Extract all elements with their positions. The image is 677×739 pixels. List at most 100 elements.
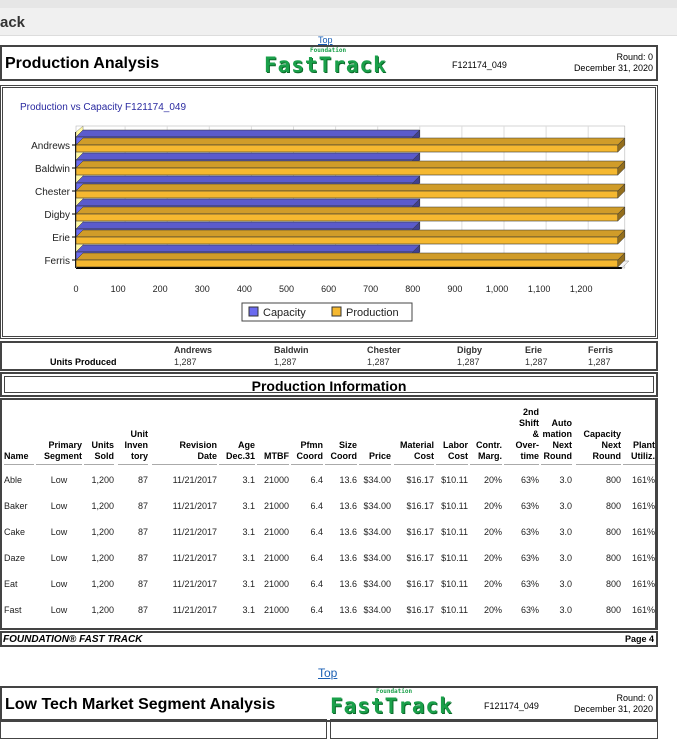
bar-top bbox=[75, 206, 626, 215]
product-name: Able bbox=[4, 475, 23, 485]
table-cell: 3.1 bbox=[242, 605, 255, 615]
round-info: Round: 0 December 31, 2020 bbox=[573, 693, 653, 714]
y-category-label: Digby bbox=[44, 210, 70, 221]
table-cell: 161% bbox=[631, 605, 655, 615]
table-cell: 87 bbox=[137, 475, 148, 485]
column-header: Revision Date bbox=[179, 440, 217, 461]
bar-production bbox=[75, 259, 619, 268]
chart-title: Production vs Capacity F121174_049 bbox=[20, 102, 187, 113]
table-cell: 11/21/2017 bbox=[172, 553, 217, 563]
table-cell: 6.4 bbox=[310, 475, 323, 485]
header-divider bbox=[359, 464, 391, 465]
table-cell: 13.6 bbox=[339, 527, 357, 537]
bar-side bbox=[617, 206, 626, 222]
header-divider bbox=[219, 464, 255, 465]
column-header: Material Cost bbox=[399, 440, 434, 461]
team-units-value: 1,287 bbox=[588, 357, 611, 367]
column-header: Name bbox=[4, 451, 29, 461]
table-cell: 20% bbox=[483, 527, 502, 537]
x-tick-label: 800 bbox=[405, 284, 420, 294]
table-cell: 11/21/2017 bbox=[172, 527, 217, 537]
table-cell: 20% bbox=[483, 579, 502, 589]
legend-label: Production bbox=[346, 307, 399, 319]
table-cell: 21000 bbox=[263, 475, 289, 485]
table-cell: 3.0 bbox=[559, 553, 572, 563]
tab-title: ack bbox=[0, 14, 26, 31]
team-name: Andrews bbox=[174, 345, 213, 355]
bar-side bbox=[617, 137, 626, 153]
product-name: Cake bbox=[4, 527, 26, 537]
table-cell: 13.6 bbox=[339, 579, 357, 589]
team-units-value: 1,287 bbox=[457, 357, 480, 367]
table-cell: 161% bbox=[631, 579, 655, 589]
section-title: Production Information bbox=[4, 376, 654, 394]
header-divider bbox=[4, 464, 34, 465]
table-cell: 800 bbox=[605, 605, 621, 615]
header-divider bbox=[541, 464, 572, 465]
x-tick-label: 400 bbox=[237, 284, 252, 294]
table-cell: $16.17 bbox=[406, 605, 434, 615]
table-cell: 6.4 bbox=[310, 579, 323, 589]
table-cell: 3.1 bbox=[242, 501, 255, 511]
header-divider bbox=[325, 464, 357, 465]
table-cell: Low bbox=[50, 527, 68, 537]
production-info-table: Name Primary Segment Units Sold Unit Inven tory… bbox=[0, 398, 658, 630]
column-header: Primary Segment bbox=[43, 440, 82, 461]
table-cell: Low bbox=[50, 475, 68, 485]
bar-top bbox=[75, 175, 421, 184]
table-cell: 1,200 bbox=[91, 553, 114, 563]
table-cell: 11/21/2017 bbox=[172, 501, 217, 511]
header-divider bbox=[623, 464, 655, 465]
table-cell: $10.11 bbox=[441, 579, 468, 589]
table-cell: 161% bbox=[631, 475, 655, 485]
bar-top bbox=[75, 221, 421, 230]
table-cell: 3.1 bbox=[242, 527, 255, 537]
table-cell: $34.00 bbox=[363, 527, 391, 537]
table-cell: 63% bbox=[520, 527, 539, 537]
top-link[interactable]: Top bbox=[318, 666, 338, 680]
x-tick-label: 1,100 bbox=[528, 284, 551, 294]
header-divider bbox=[394, 464, 434, 465]
units-produced-label: Units Produced bbox=[50, 357, 117, 367]
x-tick-label: 200 bbox=[153, 284, 168, 294]
bar-side bbox=[617, 229, 626, 245]
table-cell: 63% bbox=[520, 553, 539, 563]
header-divider bbox=[257, 464, 289, 465]
bar-production bbox=[75, 236, 619, 245]
y-category-label: Baldwin bbox=[35, 164, 70, 175]
bar-top bbox=[75, 183, 626, 192]
bar-side bbox=[617, 183, 626, 199]
header-divider bbox=[84, 464, 114, 465]
bar-side bbox=[617, 252, 626, 268]
production-info-title-panel: Production Information bbox=[0, 372, 658, 397]
header-divider bbox=[118, 464, 148, 465]
bar-top bbox=[75, 244, 421, 253]
x-tick-label: 300 bbox=[195, 284, 210, 294]
team-name: Ferris bbox=[588, 345, 614, 355]
team-units-value: 1,287 bbox=[367, 357, 390, 367]
report-code: F121174_049 bbox=[484, 701, 539, 711]
table-cell: 21000 bbox=[263, 605, 289, 615]
legend-swatch-capacity bbox=[248, 306, 259, 317]
table-cell: 13.6 bbox=[339, 605, 357, 615]
table-cell: $34.00 bbox=[363, 553, 391, 563]
x-tick-label: 1,000 bbox=[486, 284, 509, 294]
column-header: Labor Cost bbox=[442, 440, 468, 461]
page-footer: FOUNDATION® FAST TRACK Page 4 bbox=[0, 631, 658, 647]
table-cell: 3.0 bbox=[559, 605, 572, 615]
table-cell: 1,200 bbox=[91, 475, 114, 485]
table-cell: 3.0 bbox=[559, 501, 572, 511]
report-code: F121174_049 bbox=[452, 60, 507, 70]
table-cell: 21000 bbox=[263, 501, 289, 511]
column-header: Plant Utiliz. bbox=[631, 440, 655, 461]
table-cell: 800 bbox=[605, 553, 621, 563]
team-name: Erie bbox=[525, 345, 543, 355]
top-link[interactable]: Top bbox=[318, 35, 333, 45]
x-tick-label: 600 bbox=[321, 284, 336, 294]
table-cell: 11/21/2017 bbox=[172, 475, 217, 485]
product-name: Fast bbox=[4, 605, 22, 615]
y-category-label: Chester bbox=[35, 187, 71, 198]
y-category-label: Ferris bbox=[44, 256, 70, 267]
table-cell: 800 bbox=[605, 527, 621, 537]
page-number: Page 4 bbox=[624, 634, 654, 644]
